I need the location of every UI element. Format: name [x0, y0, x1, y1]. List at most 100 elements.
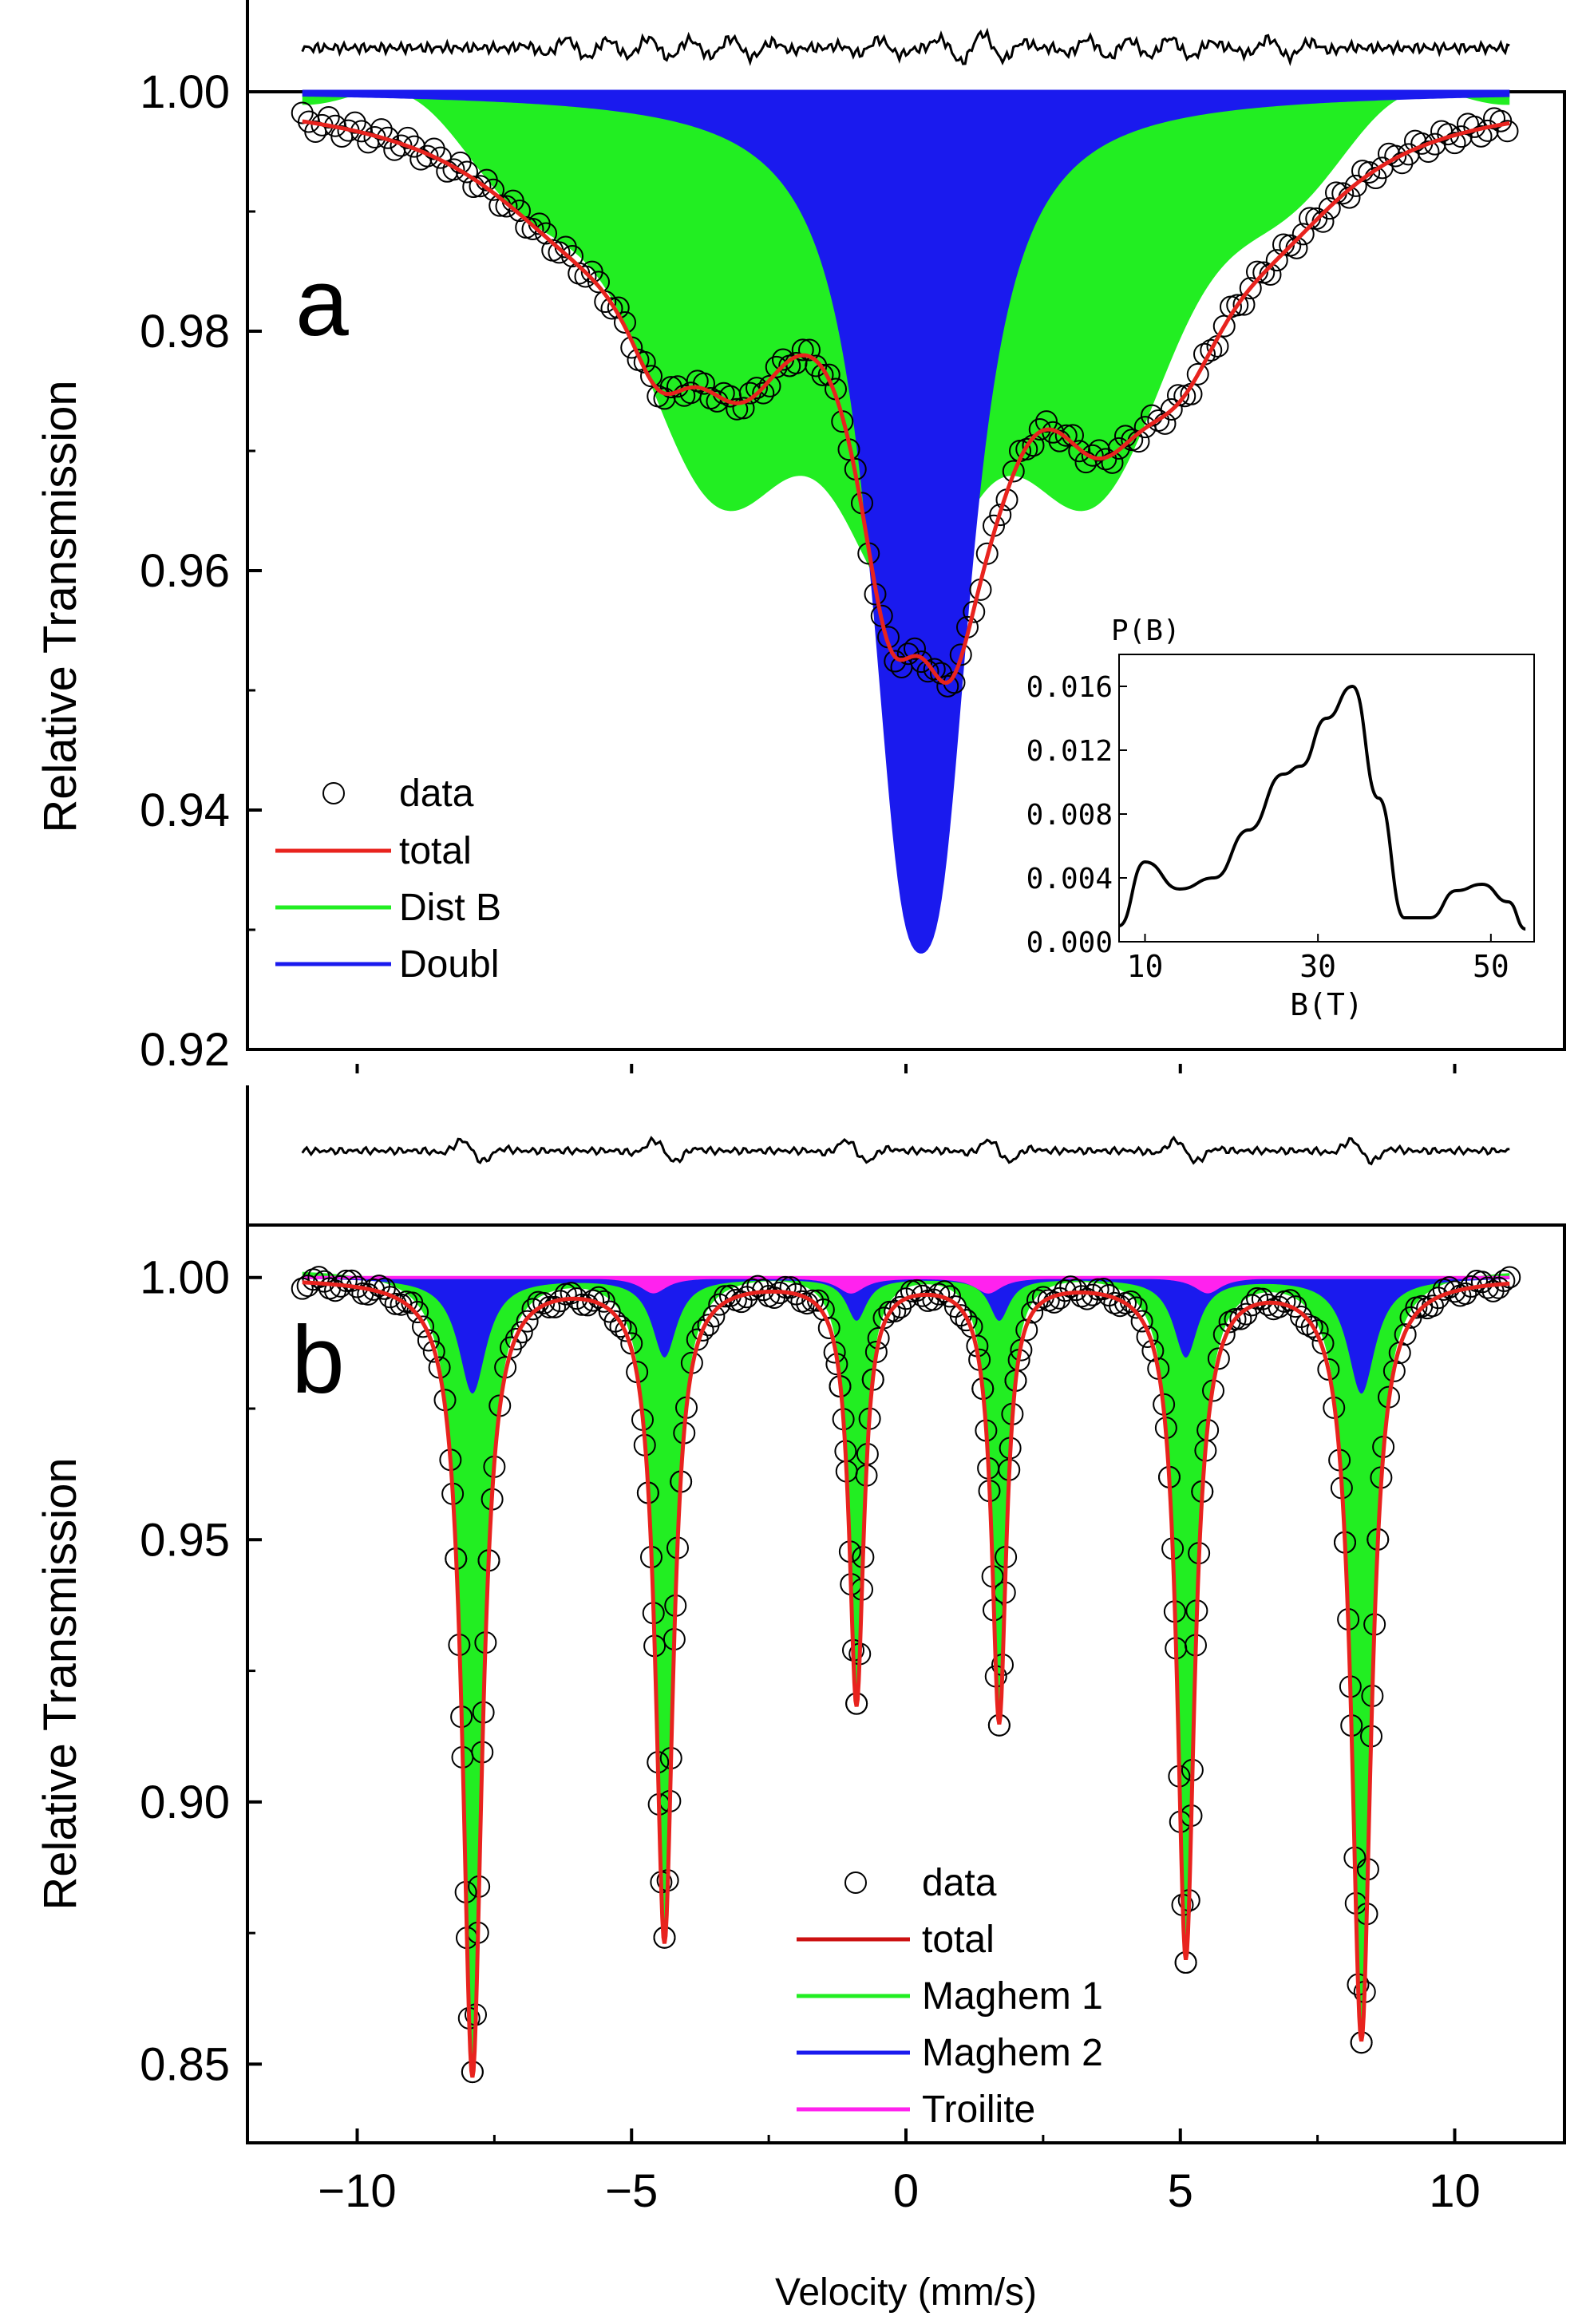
- pb-distribution-line: [1118, 684, 1526, 931]
- data-point: [922, 1288, 945, 1311]
- residual-a: [301, 27, 1510, 67]
- data-point: [614, 310, 636, 334]
- data-point: [989, 504, 1012, 527]
- data-point: [396, 126, 419, 149]
- legend-label: Dist B: [399, 887, 501, 929]
- y-axis-b: 1.00 0.95 0.90 0.85: [140, 1252, 262, 2090]
- data-point: [923, 658, 946, 681]
- data-point: [884, 650, 907, 673]
- data-point: [442, 158, 465, 181]
- data-point: [1438, 1276, 1461, 1299]
- maghem2-component: [302, 1277, 1510, 1394]
- data-point: [691, 1318, 714, 1342]
- data-point: [1279, 1289, 1302, 1312]
- data-point: [1054, 424, 1078, 447]
- data-point: [779, 1276, 802, 1299]
- legend-label: Doubl: [399, 943, 499, 986]
- panel-label-b: b: [291, 1306, 345, 1413]
- total-fit-line: [302, 1280, 1510, 2078]
- data-point: [1318, 197, 1341, 220]
- data-point: [340, 1269, 363, 1292]
- data-point: [949, 643, 972, 666]
- legend-label: Troilite: [922, 2089, 1035, 2131]
- x-tick-label-b: 5: [1168, 2165, 1193, 2217]
- inset-x-label: B(T): [1290, 987, 1363, 1022]
- data-point: [1021, 1301, 1044, 1324]
- data-point: [1246, 1286, 1268, 1310]
- data-point: [1107, 437, 1130, 460]
- data-point: [1469, 125, 1493, 148]
- data-point: [1390, 152, 1414, 175]
- data-point: [1088, 439, 1110, 462]
- data-point: [521, 218, 544, 241]
- legend-label: Maghem 1: [922, 1975, 1103, 2018]
- legend-b: data total Maghem 1 Maghem 2 Troilite: [797, 1862, 1103, 2131]
- data-point: [615, 1319, 638, 1342]
- data-point: [811, 363, 834, 386]
- legend-marker-data: [844, 1871, 867, 1894]
- data-point: [1443, 132, 1466, 155]
- data-point: [817, 363, 840, 386]
- data-point: [1002, 460, 1025, 483]
- data-point: [571, 1293, 594, 1316]
- panel-b: 1.00 0.95 0.90 0.85 −10 −5 0 5 10 b Relative Tr…: [34, 1085, 1566, 2314]
- panel-label-a: a: [295, 249, 349, 356]
- data-point: [1498, 1266, 1521, 1289]
- data-point: [1160, 397, 1183, 421]
- troilite-component: [302, 1277, 1510, 1294]
- legend-marker-data: [322, 782, 345, 804]
- data-point: [1186, 362, 1209, 385]
- data-point: [773, 1275, 797, 1298]
- total-fit-line: [302, 119, 1510, 685]
- data-point: [378, 1286, 401, 1309]
- data-point: [1454, 1283, 1477, 1306]
- data-point: [904, 637, 926, 660]
- data-point: [1331, 182, 1355, 205]
- y-tick-label-b: 0.95: [140, 1514, 230, 1566]
- data-point: [1229, 1307, 1252, 1330]
- y-axis-label-a: Relative Transmission: [34, 380, 86, 832]
- data-point: [535, 222, 557, 245]
- data-point: [1496, 120, 1519, 143]
- data-point: [574, 265, 597, 288]
- data-point: [640, 365, 662, 388]
- data-point: [884, 1299, 907, 1322]
- data-point: [548, 241, 571, 264]
- data-point: [933, 1280, 956, 1303]
- data-point: [1443, 1280, 1466, 1303]
- data-point: [817, 1316, 840, 1339]
- data-point: [343, 111, 366, 134]
- y-tick-label-b: 1.00: [140, 1252, 230, 1304]
- data-point: [516, 1310, 539, 1333]
- data-point: [702, 1305, 726, 1328]
- y-tick-label-b: 0.90: [140, 1777, 230, 1828]
- data-point: [422, 1340, 445, 1363]
- inset-y-label: P(B): [1111, 615, 1181, 647]
- data-point: [521, 1298, 544, 1321]
- data-point: [1130, 1310, 1153, 1333]
- data-point: [1092, 1278, 1115, 1301]
- data-point: [1394, 1323, 1417, 1346]
- data-point: [495, 195, 518, 218]
- data-point: [895, 1287, 917, 1310]
- data-point: [752, 381, 775, 405]
- data-point: [1125, 1296, 1148, 1319]
- data-point: [1384, 144, 1407, 168]
- data-point: [317, 105, 340, 128]
- data-point: [1086, 1278, 1109, 1301]
- y-tick-label-a: 0.98: [140, 306, 230, 358]
- inset-y-tick-label: 0.012: [1026, 735, 1113, 768]
- data-point: [609, 1315, 632, 1338]
- x-axis-label: Velocity (mm/s): [775, 2271, 1037, 2314]
- data-point: [693, 372, 715, 395]
- data-point: [738, 381, 761, 405]
- data-point: [746, 377, 768, 400]
- y-tick-label-b: 0.85: [140, 2038, 230, 2090]
- legend-label: Maghem 2: [922, 2032, 1103, 2074]
- plot-area-a: [291, 89, 1519, 954]
- data-point: [1226, 294, 1249, 317]
- inset-y-tick-label: 0.000: [1026, 927, 1113, 959]
- inset-y-tick-label: 0.004: [1026, 863, 1113, 895]
- data-point: [1295, 1313, 1318, 1336]
- data-point: [896, 642, 920, 666]
